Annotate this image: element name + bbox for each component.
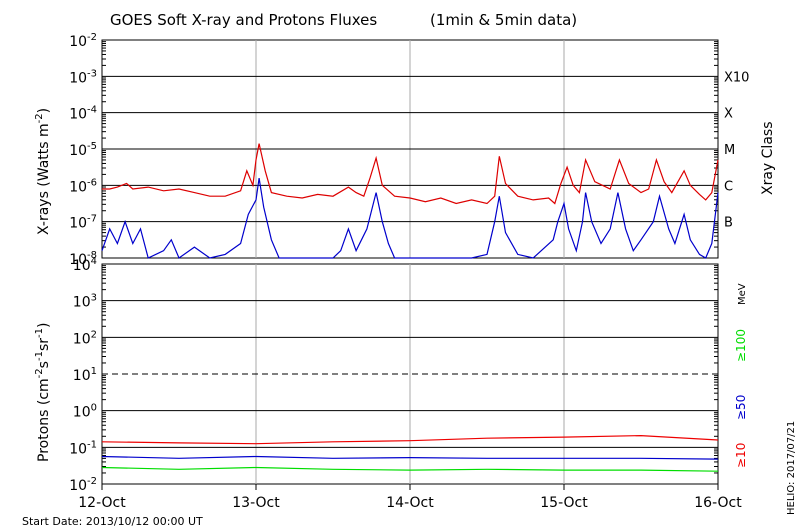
xray-class-label: C [724,179,733,194]
xray-y-tick-label: 10-4 [69,105,97,123]
protons-series-line [101,455,719,460]
xray-class-title: Xray Class [760,122,776,196]
xray-y-axis-label: X-rays (Watts m-2) [34,108,52,235]
protons-y-tick-label: 100 [73,403,97,421]
xray-y-tick-label: 10-7 [69,214,97,232]
xray-class-label: X [724,107,733,122]
x-tick-label: 13-Oct [232,495,280,511]
x-tick-label: 16-Oct [694,495,742,511]
protons-y-tick-label: 103 [73,293,97,311]
protons-series-line [101,434,719,445]
xray-y-tick-label: 10-5 [69,141,97,159]
protons-unit-label: MeV [737,283,748,305]
x-tick-label: 14-Oct [386,495,434,511]
x-tick-label: 12-Oct [78,495,126,511]
protons-y-tick-label: 10-2 [69,476,97,494]
chart-subtitle: (1min & 5min data) [430,11,577,29]
chart-title: GOES Soft X-ray and Protons Fluxes [110,11,377,29]
protons-legend-entry: ≥50 [734,395,748,420]
xray-class-label: X10 [724,70,749,85]
protons-y-tick-label: 10-1 [69,439,97,457]
xray-y-tick-label: 10-8 [69,250,97,268]
protons-y-tick-label: 102 [73,329,97,347]
start-date: Start Date: 2013/10/12 00:00 UT [22,515,203,528]
xray-series-line [101,178,719,259]
protons-series-line [101,466,719,472]
xray-class-label: M [724,143,735,158]
xray-y-tick-label: 10-3 [69,68,97,86]
protons-y-axis-label: Protons (cm-2s-1sr-1) [34,323,52,462]
xray-panel: 10-8 10-7 10-6 10-5 10-4 10-3 10-2 B C M X X10 Xray … [34,32,776,268]
xray-y-tick-label: 10-2 [69,32,97,50]
x-tick-label: 15-Oct [540,495,588,511]
protons-legend-entry: ≥10 [734,443,748,468]
proton-panel: 10-2 10-1 100 101 102 103 104 MeV ≥100 ≥50 ≥10 Prot… [34,256,748,494]
x-axis: 12-Oct 13-Oct 14-Oct 15-Oct 16-Oct [78,484,742,511]
credit-label: HELIO: 2017/07/21 [786,421,797,515]
xray-class-label: B [724,216,733,231]
protons-y-tick-label: 101 [73,366,97,384]
xray-series-line [102,143,719,205]
protons-legend-entry: ≥100 [734,329,748,362]
xray-y-tick-label: 10-6 [69,177,97,195]
protons-y-tick-label: 104 [73,256,97,274]
